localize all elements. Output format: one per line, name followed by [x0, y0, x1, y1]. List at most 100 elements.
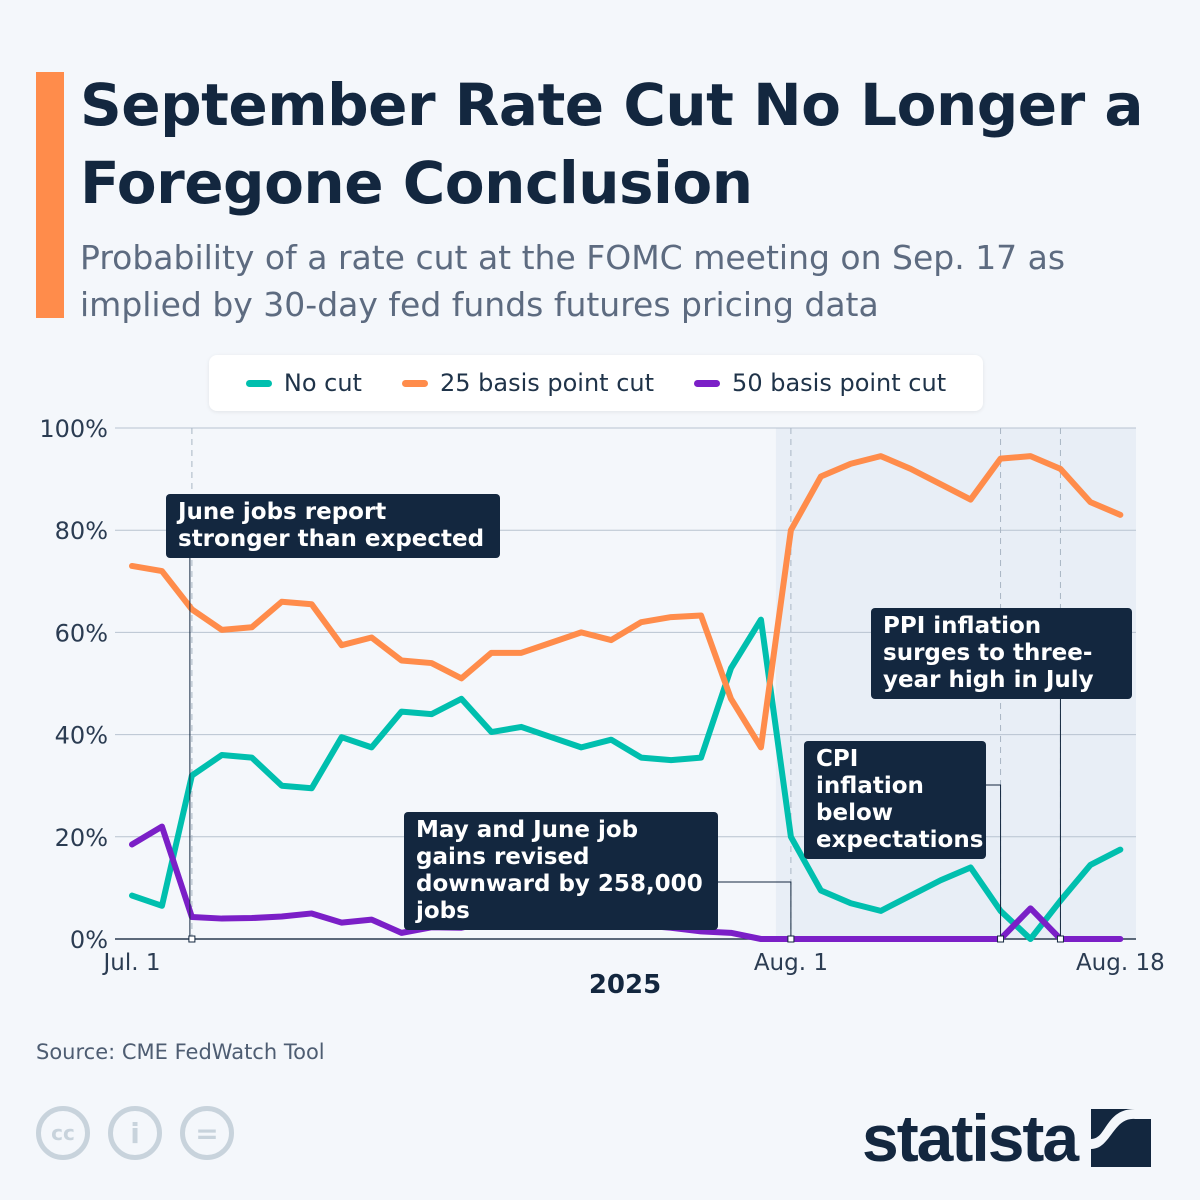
data-point: [850, 902, 852, 904]
data-point: [910, 938, 912, 940]
data-point: [1119, 514, 1121, 516]
data-point: [520, 652, 522, 654]
legend: No cut 25 basis point cut 50 basis point…: [209, 355, 983, 411]
data-point: [940, 879, 942, 881]
annotation-marker: [188, 935, 196, 943]
data-point: [191, 608, 193, 610]
legend-item-50bp: 50 basis point cut: [694, 369, 946, 397]
data-point: [610, 639, 612, 641]
data-point: [311, 787, 313, 789]
data-point: [880, 455, 882, 457]
data-point: [820, 938, 822, 940]
data-point: [401, 711, 403, 713]
data-point: [1089, 501, 1091, 503]
data-point: [251, 757, 253, 759]
data-point: [700, 930, 702, 932]
statista-logo[interactable]: statista: [862, 1100, 1152, 1176]
data-point: [1030, 938, 1031, 940]
y-tick-label: 40%: [55, 722, 108, 750]
data-point: [311, 603, 313, 605]
data-point: [730, 667, 732, 669]
attribution-icon[interactable]: i: [108, 1106, 162, 1160]
data-point: [880, 910, 882, 912]
data-point: [1119, 938, 1121, 940]
data-point: [820, 889, 822, 891]
data-point: [221, 629, 223, 631]
data-point: [221, 754, 223, 756]
data-point: [760, 746, 762, 748]
data-point: [341, 922, 343, 924]
legend-swatch: [694, 379, 721, 387]
data-point: [401, 932, 403, 934]
data-point: [131, 843, 133, 845]
data-point: [910, 468, 912, 470]
x-axis-label: 2025: [589, 970, 661, 1000]
data-point: [970, 938, 972, 940]
series-line-1: [129, 453, 1124, 751]
data-point: [161, 905, 163, 907]
data-point: [940, 938, 942, 940]
data-point: [1059, 468, 1061, 470]
data-point: [371, 919, 373, 921]
data-point: [1089, 938, 1091, 940]
legend-label: No cut: [283, 369, 362, 397]
data-point: [221, 918, 223, 920]
data-point: [460, 698, 462, 700]
data-point: [700, 615, 702, 617]
data-point: [670, 616, 672, 618]
data-point: [431, 713, 432, 715]
legend-label: 25 basis point cut: [439, 369, 655, 397]
data-point: [490, 731, 492, 733]
data-point: [790, 836, 792, 838]
data-point: [850, 463, 852, 465]
data-point: [550, 736, 552, 738]
data-point: [460, 677, 462, 679]
data-point: [191, 916, 193, 918]
data-point: [640, 757, 642, 759]
annotation-connector: [985, 784, 1002, 939]
y-tick-label: 0%: [70, 926, 108, 954]
data-point: [191, 774, 193, 776]
y-tick-label: 60%: [55, 619, 108, 647]
data-point: [311, 912, 313, 914]
data-point: [610, 739, 612, 741]
statista-logo-mark-icon: [1091, 1109, 1152, 1167]
annotation-cpi: CPI inflation below expectations: [804, 741, 986, 859]
data-point: [970, 866, 972, 868]
data-point: [730, 698, 732, 700]
data-point: [760, 619, 762, 621]
data-point: [550, 642, 552, 644]
data-point: [341, 736, 343, 738]
data-point: [490, 652, 492, 654]
legend-swatch: [401, 379, 428, 387]
annotation-marker: [997, 935, 1005, 943]
data-point: [910, 895, 912, 897]
legend-item-25bp: 25 basis point cut: [401, 369, 655, 397]
data-point: [1119, 849, 1121, 851]
x-tick-label: Jul. 1: [101, 950, 160, 976]
data-point: [580, 631, 582, 633]
legend-label: 50 basis point cut: [732, 369, 947, 397]
data-point: [760, 938, 762, 940]
data-point: [730, 932, 732, 934]
data-point: [251, 917, 253, 919]
data-point: [131, 565, 133, 567]
no-derivatives-icon[interactable]: =: [180, 1106, 234, 1160]
data-point: [1030, 455, 1031, 457]
data-point: [520, 726, 522, 728]
annotation-ppi: PPI inflation surges to three-year high …: [871, 608, 1132, 699]
accent-bar: [36, 72, 64, 318]
data-point: [970, 499, 972, 501]
annotation-marker: [1056, 935, 1064, 943]
data-point: [131, 895, 133, 897]
data-point: [371, 637, 373, 639]
cc-icon[interactable]: cc: [36, 1106, 90, 1160]
data-point: [401, 660, 403, 662]
data-point: [1089, 864, 1091, 866]
data-point: [1030, 907, 1031, 909]
x-tick-label: Aug. 18: [1076, 950, 1165, 976]
data-point: [700, 757, 702, 759]
y-tick-label: 100%: [39, 415, 108, 443]
